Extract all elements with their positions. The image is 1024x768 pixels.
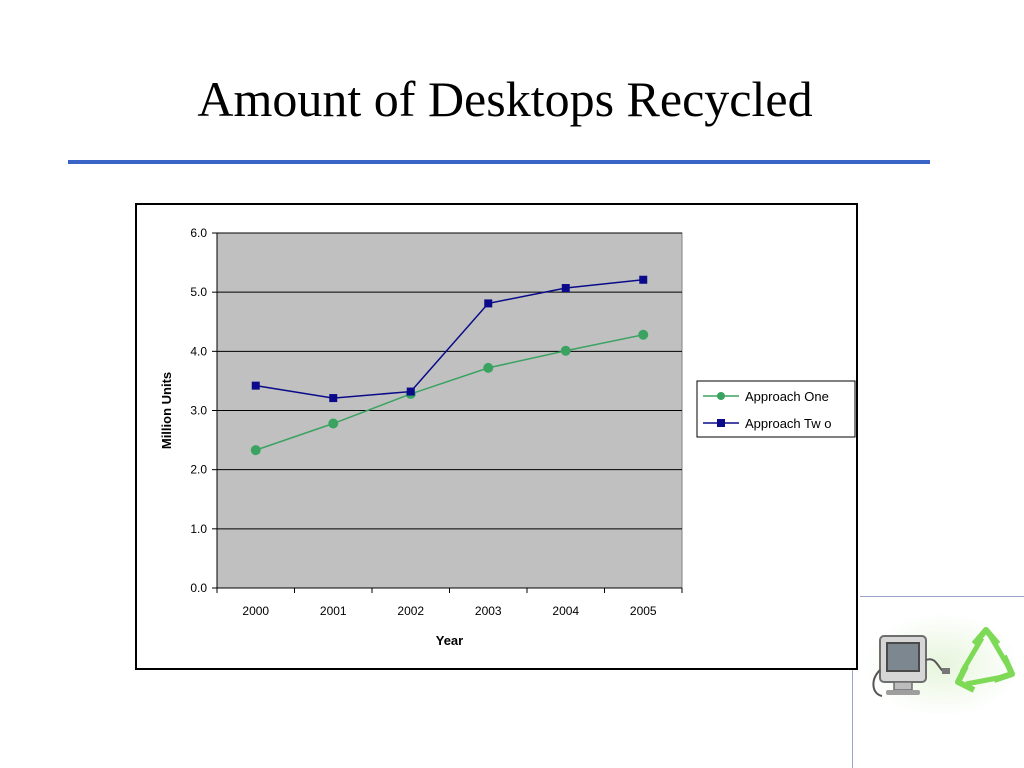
series-1-point [250,445,261,456]
x-tick-label: 2002 [397,604,424,618]
series-line-2 [255,278,644,399]
computer-monitor-icon [872,635,950,697]
series-1-point [560,345,571,356]
corner-divider-horizontal [860,596,1024,597]
y-tick-label: 1.0 [190,522,207,536]
y-tick-label: 3.0 [190,404,207,418]
series-1-point [328,418,339,429]
y-tick-label: 0.0 [190,581,207,595]
series-1-point [638,329,649,340]
title-underline [68,160,930,164]
y-tick-label: 6.0 [190,226,207,240]
series-2-point [639,275,648,284]
y-tick-label: 5.0 [190,285,207,299]
corner-divider-vertical [852,670,853,768]
legend-entry-label: Approach Tw o [745,416,831,431]
series-2-point [484,299,493,308]
x-tick-label: 2001 [320,604,347,618]
recycle-computer-clipart [864,613,1020,717]
series-2-point [251,381,260,390]
x-tick-label: 2004 [552,604,579,618]
recycle-icon [955,627,1015,693]
x-tick-label: 2003 [475,604,502,618]
x-tick-label: 2005 [630,604,657,618]
legend-swatch-marker [717,392,725,400]
series-line-1 [255,334,644,451]
series-1-point [483,362,494,373]
x-tick-label: 2000 [242,604,269,618]
y-axis-label: Million Units [159,372,174,449]
y-tick-label: 2.0 [190,463,207,477]
series-2-point [561,284,570,293]
series-2-point [406,387,415,396]
legend-entry-label: Approach One [745,389,829,404]
legend-swatch-marker [717,419,725,427]
x-axis-label: Year [436,633,463,648]
slide-title: Amount of Desktops Recycled [197,71,813,127]
y-tick-label: 4.0 [190,344,207,358]
legend-box [696,380,856,438]
series-2-point [329,394,338,403]
